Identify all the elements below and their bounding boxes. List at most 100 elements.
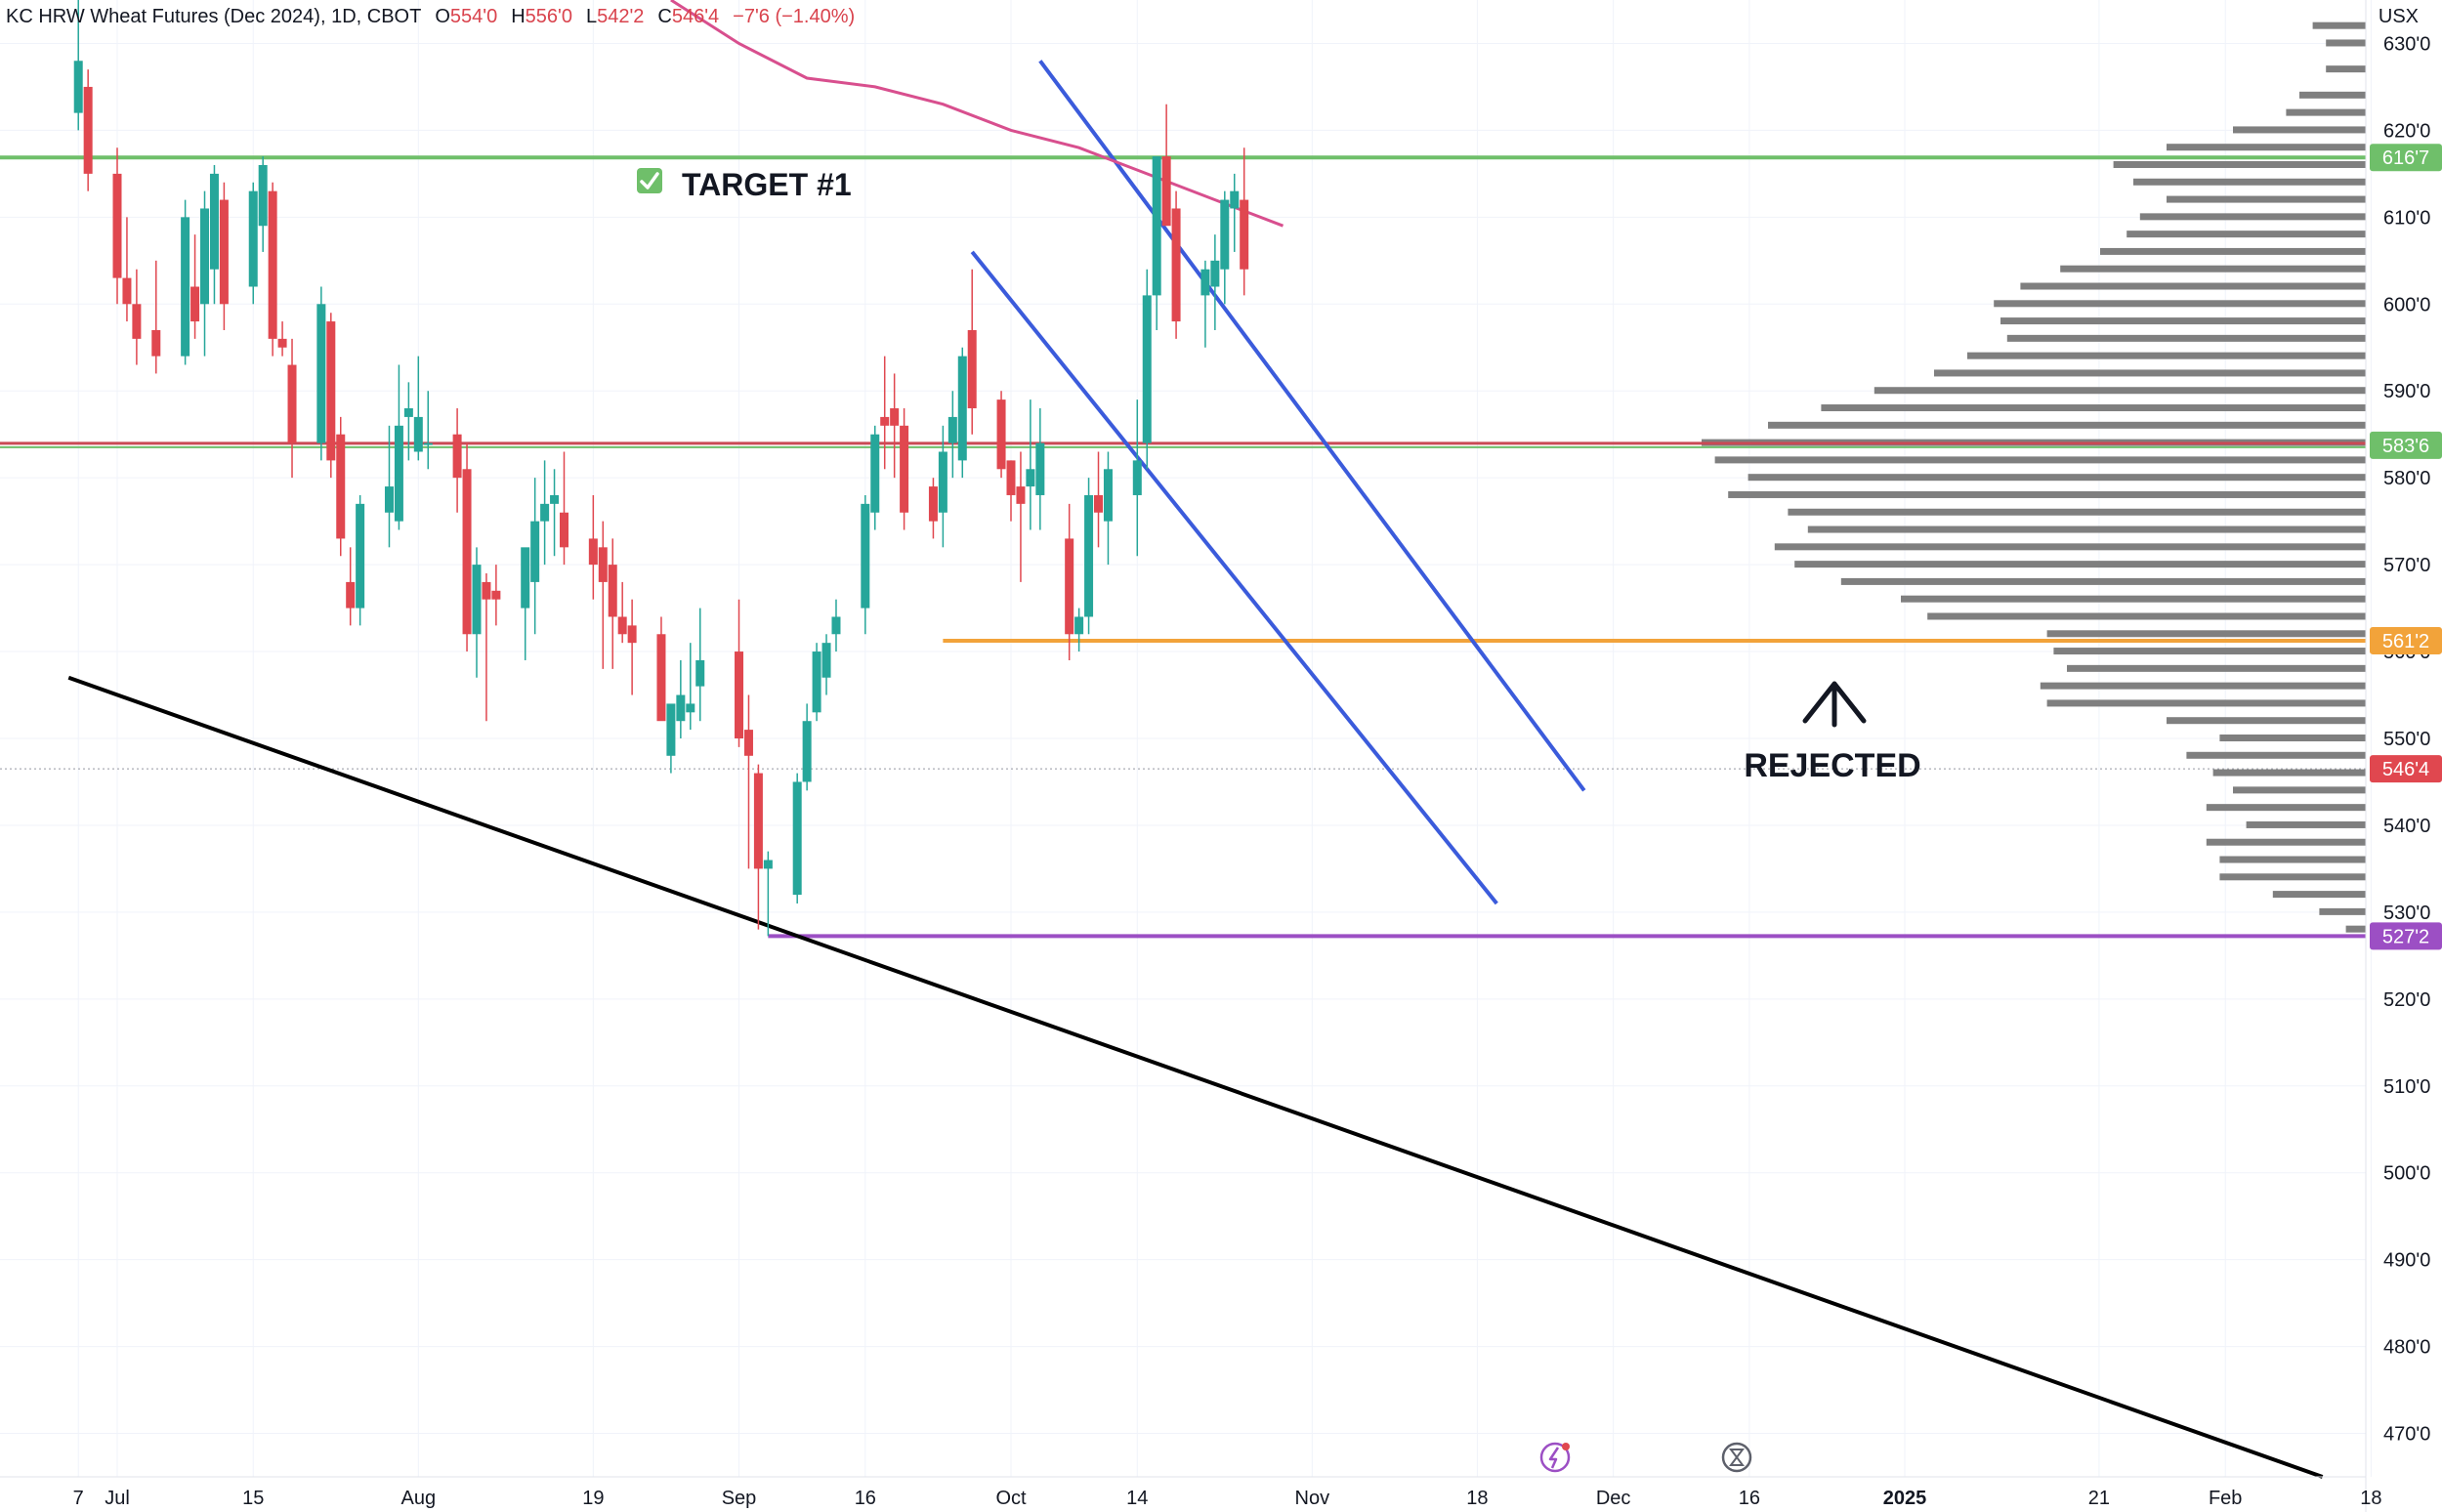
candle bbox=[588, 494, 598, 600]
time-tick-label: Dec bbox=[1596, 1488, 1631, 1509]
grid bbox=[0, 0, 2372, 1477]
candle bbox=[947, 391, 957, 479]
volume-profile-bar bbox=[1994, 300, 2366, 308]
candle-body bbox=[248, 190, 258, 287]
candle bbox=[151, 260, 161, 374]
candle bbox=[686, 643, 695, 731]
price-tick-label: 570'0 bbox=[2383, 555, 2430, 576]
price-level-tag: 616'7 bbox=[2370, 144, 2442, 172]
volume-profile-bar bbox=[1728, 490, 2366, 498]
low-label: L bbox=[585, 6, 598, 27]
candle bbox=[1084, 478, 1094, 635]
candle-body bbox=[132, 304, 142, 339]
volume-profile-bar bbox=[2020, 282, 2366, 290]
symbol-legend[interactable]: KC HRW Wheat Futures (Dec 2024), 1D, CBO… bbox=[6, 6, 855, 28]
volume-profile-bar bbox=[2006, 334, 2366, 342]
time-axis[interactable]: 7 Jul 15 Aug 19 Sep 16 Oct 14 Nov 18 Dec 16 2025 21 Feb… bbox=[0, 1476, 2382, 1509]
candle bbox=[1171, 190, 1181, 339]
candle-body bbox=[413, 416, 423, 452]
price-levels[interactable] bbox=[0, 155, 2366, 939]
candle-body bbox=[1016, 486, 1026, 504]
candle bbox=[1200, 260, 1210, 348]
candle bbox=[122, 217, 132, 322]
candle-body bbox=[1200, 269, 1210, 296]
candle-body bbox=[1171, 208, 1181, 322]
candle-body bbox=[792, 781, 802, 896]
open-label: O bbox=[435, 6, 450, 27]
candle-body bbox=[491, 590, 501, 600]
time-tick-label: 15 bbox=[242, 1488, 264, 1509]
candle-body bbox=[967, 329, 977, 409]
volume-profile-bar bbox=[2219, 873, 2366, 881]
price-tick-label: 600'0 bbox=[2383, 294, 2430, 315]
up-arrow-icon bbox=[1802, 681, 1867, 728]
candle-body bbox=[627, 625, 637, 644]
price-tick-label: 540'0 bbox=[2383, 816, 2430, 837]
candle bbox=[181, 199, 190, 365]
candle bbox=[403, 382, 413, 461]
open-value: 554'0 bbox=[449, 6, 498, 27]
price-tick-label: 550'0 bbox=[2383, 729, 2430, 750]
volume-profile-bar bbox=[1794, 561, 2366, 568]
price-tick-label: 470'0 bbox=[2383, 1424, 2430, 1446]
candle-body bbox=[686, 703, 695, 713]
candle bbox=[326, 313, 336, 479]
candle-body bbox=[268, 190, 277, 339]
candle bbox=[248, 182, 258, 305]
candle-body bbox=[73, 61, 83, 113]
candle-body bbox=[403, 408, 413, 417]
currency-label[interactable]: USX bbox=[2378, 6, 2419, 27]
hourglass-icon[interactable] bbox=[1721, 1442, 1752, 1473]
time-tick-label: 21 bbox=[2088, 1488, 2110, 1509]
candle bbox=[491, 565, 501, 626]
candle-body bbox=[666, 703, 676, 756]
lightning-icon[interactable] bbox=[1539, 1442, 1571, 1473]
candle bbox=[1220, 190, 1230, 305]
candle-body bbox=[1094, 494, 1104, 513]
candle-body bbox=[928, 486, 938, 522]
candle-body bbox=[219, 199, 229, 305]
price-axis[interactable]: 630'0620'0610'0600'0590'0580'0570'0560'0… bbox=[2365, 0, 2442, 1512]
time-tick-label: Oct bbox=[995, 1488, 1027, 1509]
trend-drawings[interactable] bbox=[67, 60, 2324, 1479]
candle bbox=[287, 338, 297, 479]
candle-body bbox=[258, 164, 268, 227]
candle-body bbox=[1161, 156, 1171, 227]
candle-body bbox=[1152, 156, 1161, 296]
candle bbox=[870, 425, 880, 530]
price-tick-label: 490'0 bbox=[2383, 1250, 2430, 1272]
volume-profile-bar bbox=[1807, 525, 2366, 533]
candle-body bbox=[957, 356, 967, 461]
candle-body bbox=[1210, 260, 1220, 287]
low-value: 542'2 bbox=[597, 6, 645, 27]
candle-body bbox=[181, 217, 190, 357]
candle bbox=[928, 478, 938, 539]
price-level-tag: 546'4 bbox=[2370, 755, 2442, 783]
candle-body bbox=[1103, 469, 1113, 522]
annotations: TARGET #1 REJECTED bbox=[637, 167, 1921, 1473]
candle bbox=[890, 373, 900, 479]
price-tick-label: 590'0 bbox=[2383, 381, 2430, 402]
candle bbox=[1074, 608, 1084, 652]
volume-profile-bar bbox=[1747, 474, 2366, 482]
symbol-title[interactable]: KC HRW Wheat Futures (Dec 2024), 1D, CBO… bbox=[6, 6, 422, 27]
candle-body bbox=[287, 364, 297, 443]
candle-body bbox=[608, 565, 617, 617]
time-tick-label: Jul bbox=[105, 1488, 130, 1509]
candle-body bbox=[656, 634, 666, 722]
candles bbox=[73, 0, 1249, 937]
candle-body bbox=[1006, 460, 1016, 495]
candle bbox=[792, 773, 802, 903]
price-tick-label: 610'0 bbox=[2383, 207, 2430, 229]
candle bbox=[938, 425, 947, 548]
candle bbox=[277, 321, 287, 357]
candle-body bbox=[1074, 616, 1084, 635]
volume-profile-bar bbox=[1840, 577, 2366, 585]
candle bbox=[560, 451, 568, 566]
high-label: H bbox=[511, 6, 526, 27]
price-tick-label: 480'0 bbox=[2383, 1337, 2430, 1359]
volume-profile-bar bbox=[1768, 421, 2366, 429]
price-level-tag-bg bbox=[2370, 431, 2442, 459]
candle-body bbox=[812, 651, 821, 713]
